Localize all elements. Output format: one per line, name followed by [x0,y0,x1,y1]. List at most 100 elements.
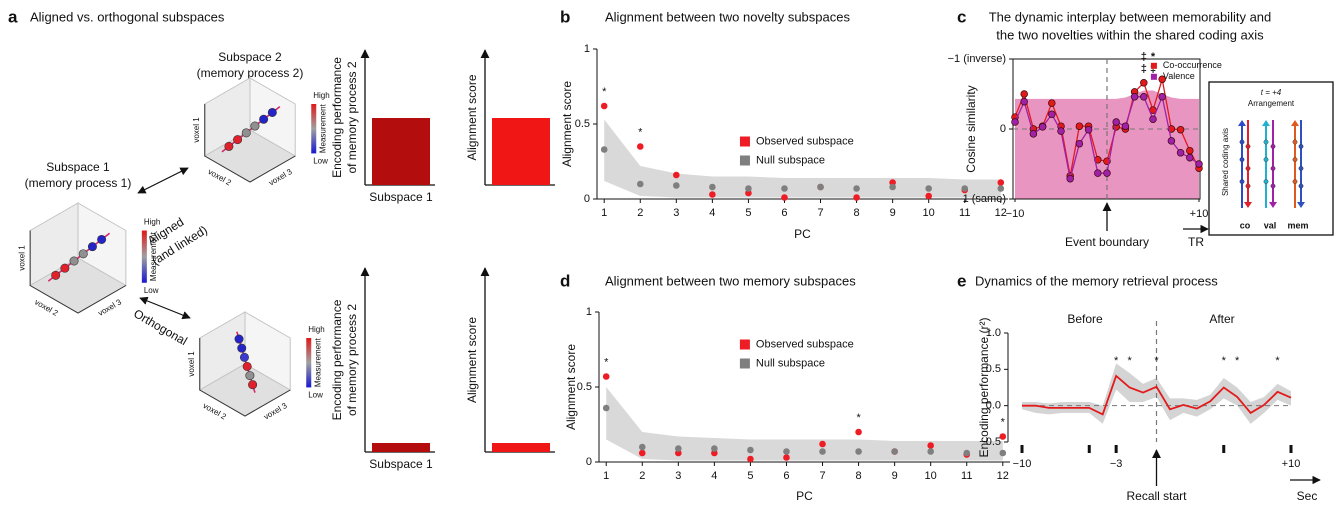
significance: * [1114,355,1119,367]
point [636,180,644,188]
inset-dot [1245,165,1251,171]
inset-arrowhead [1297,202,1305,208]
cube-axis [29,230,127,314]
inset-dot [1263,179,1269,185]
point [999,433,1007,440]
point [999,449,1007,457]
point [602,373,610,380]
x-tick-label: 8 [856,470,862,482]
point [1121,122,1130,130]
colorbar-high: High [308,325,324,334]
point [963,449,971,457]
cube-dot [237,343,247,353]
legend-swatch [739,136,750,147]
point [1084,125,1093,134]
cube-dot [234,334,244,344]
panel-label: e [957,271,966,290]
y-tick-label: 1.0 [986,327,1001,339]
point [781,185,788,192]
x-tick [1114,445,1118,453]
bar [372,118,430,185]
x-tick-label: 2 [637,207,643,219]
point [673,182,680,189]
point [747,446,754,454]
x-axis-label: Sec [1297,489,1318,503]
inset-dot [1263,157,1269,163]
point [1167,137,1176,145]
x-tick-label: 4 [711,470,717,482]
point [1112,118,1120,126]
point [819,440,826,448]
cube-dot [267,107,277,117]
cube-dot [233,135,243,145]
cube-dot [69,256,79,266]
point [1158,75,1166,84]
series-line [1022,374,1292,416]
inset-arrowhead [1291,120,1299,126]
x-tick-label: 3 [675,470,681,482]
inset-arrowhead [1238,120,1246,126]
x-tick [1087,445,1091,453]
y-tick-label: 0.0 [986,400,1001,412]
point [1011,118,1019,126]
colorbar-label: Measurement [313,337,322,387]
cube-dot [242,361,252,371]
chart-title: Dynamics of the memory retrieval process [975,273,1218,288]
x-tick-label: 1 [603,470,609,482]
point [925,185,932,192]
point [997,179,1005,186]
x-tick-label: 3 [673,207,679,219]
point [1176,149,1185,157]
x-axis-label: PC [796,489,813,503]
point [711,445,718,452]
point [853,185,860,192]
bar-x-label: Subspace 1 [369,190,433,204]
legend-swatch [739,339,750,350]
x-tick-label: −10 [1006,208,1025,220]
point [961,185,969,192]
x-tick-label: 8 [854,207,860,219]
point [747,455,754,463]
significance: * [602,86,607,98]
x-tick-label: 10 [925,470,937,482]
point [745,185,752,192]
point [853,194,860,201]
cube-dot [245,371,255,381]
point [600,146,608,153]
bar-y-label: Alignment score [465,317,479,403]
inset-label: val [1264,220,1277,230]
point [602,404,610,412]
colorbar-high: High [144,218,160,227]
x-tick-label: 1 [601,207,607,219]
inset-dot [1292,157,1298,163]
cube-title: Subspace 2 [218,50,282,64]
point [709,183,716,191]
panel-label: c [957,7,966,26]
x-tick-label: +10 [1190,208,1209,220]
significance: ‡ [1141,51,1147,63]
legend-label: Observed subspace [756,338,854,350]
colorbar [141,230,147,283]
cube-axis [204,104,296,183]
y-axis-label: Encoding performance (r²) [977,317,991,457]
inset-dot [1239,179,1245,185]
relation-label: Orthogonal [131,306,189,348]
legend-swatch [1150,62,1157,69]
bar-y-label: Encoding performance [330,299,344,420]
cube-dot [60,263,70,273]
x-tick-label: 11 [961,470,972,482]
point [927,442,934,449]
inset-dot [1292,139,1298,145]
point [927,448,934,455]
panel-title: Aligned vs. orthogonal subspaces [30,9,225,24]
panel-label: a [8,7,18,26]
point [1195,160,1203,168]
inset-dot [1245,143,1251,149]
panel-label: d [560,271,570,290]
y-tick-label: −1 (inverse) [948,53,1006,65]
phase-label: Before [1067,312,1103,326]
legend-label: Null subspace [756,154,825,166]
chart-title: Alignment between two novelty subspaces [605,9,850,24]
event-label: Recall start [1126,489,1187,503]
